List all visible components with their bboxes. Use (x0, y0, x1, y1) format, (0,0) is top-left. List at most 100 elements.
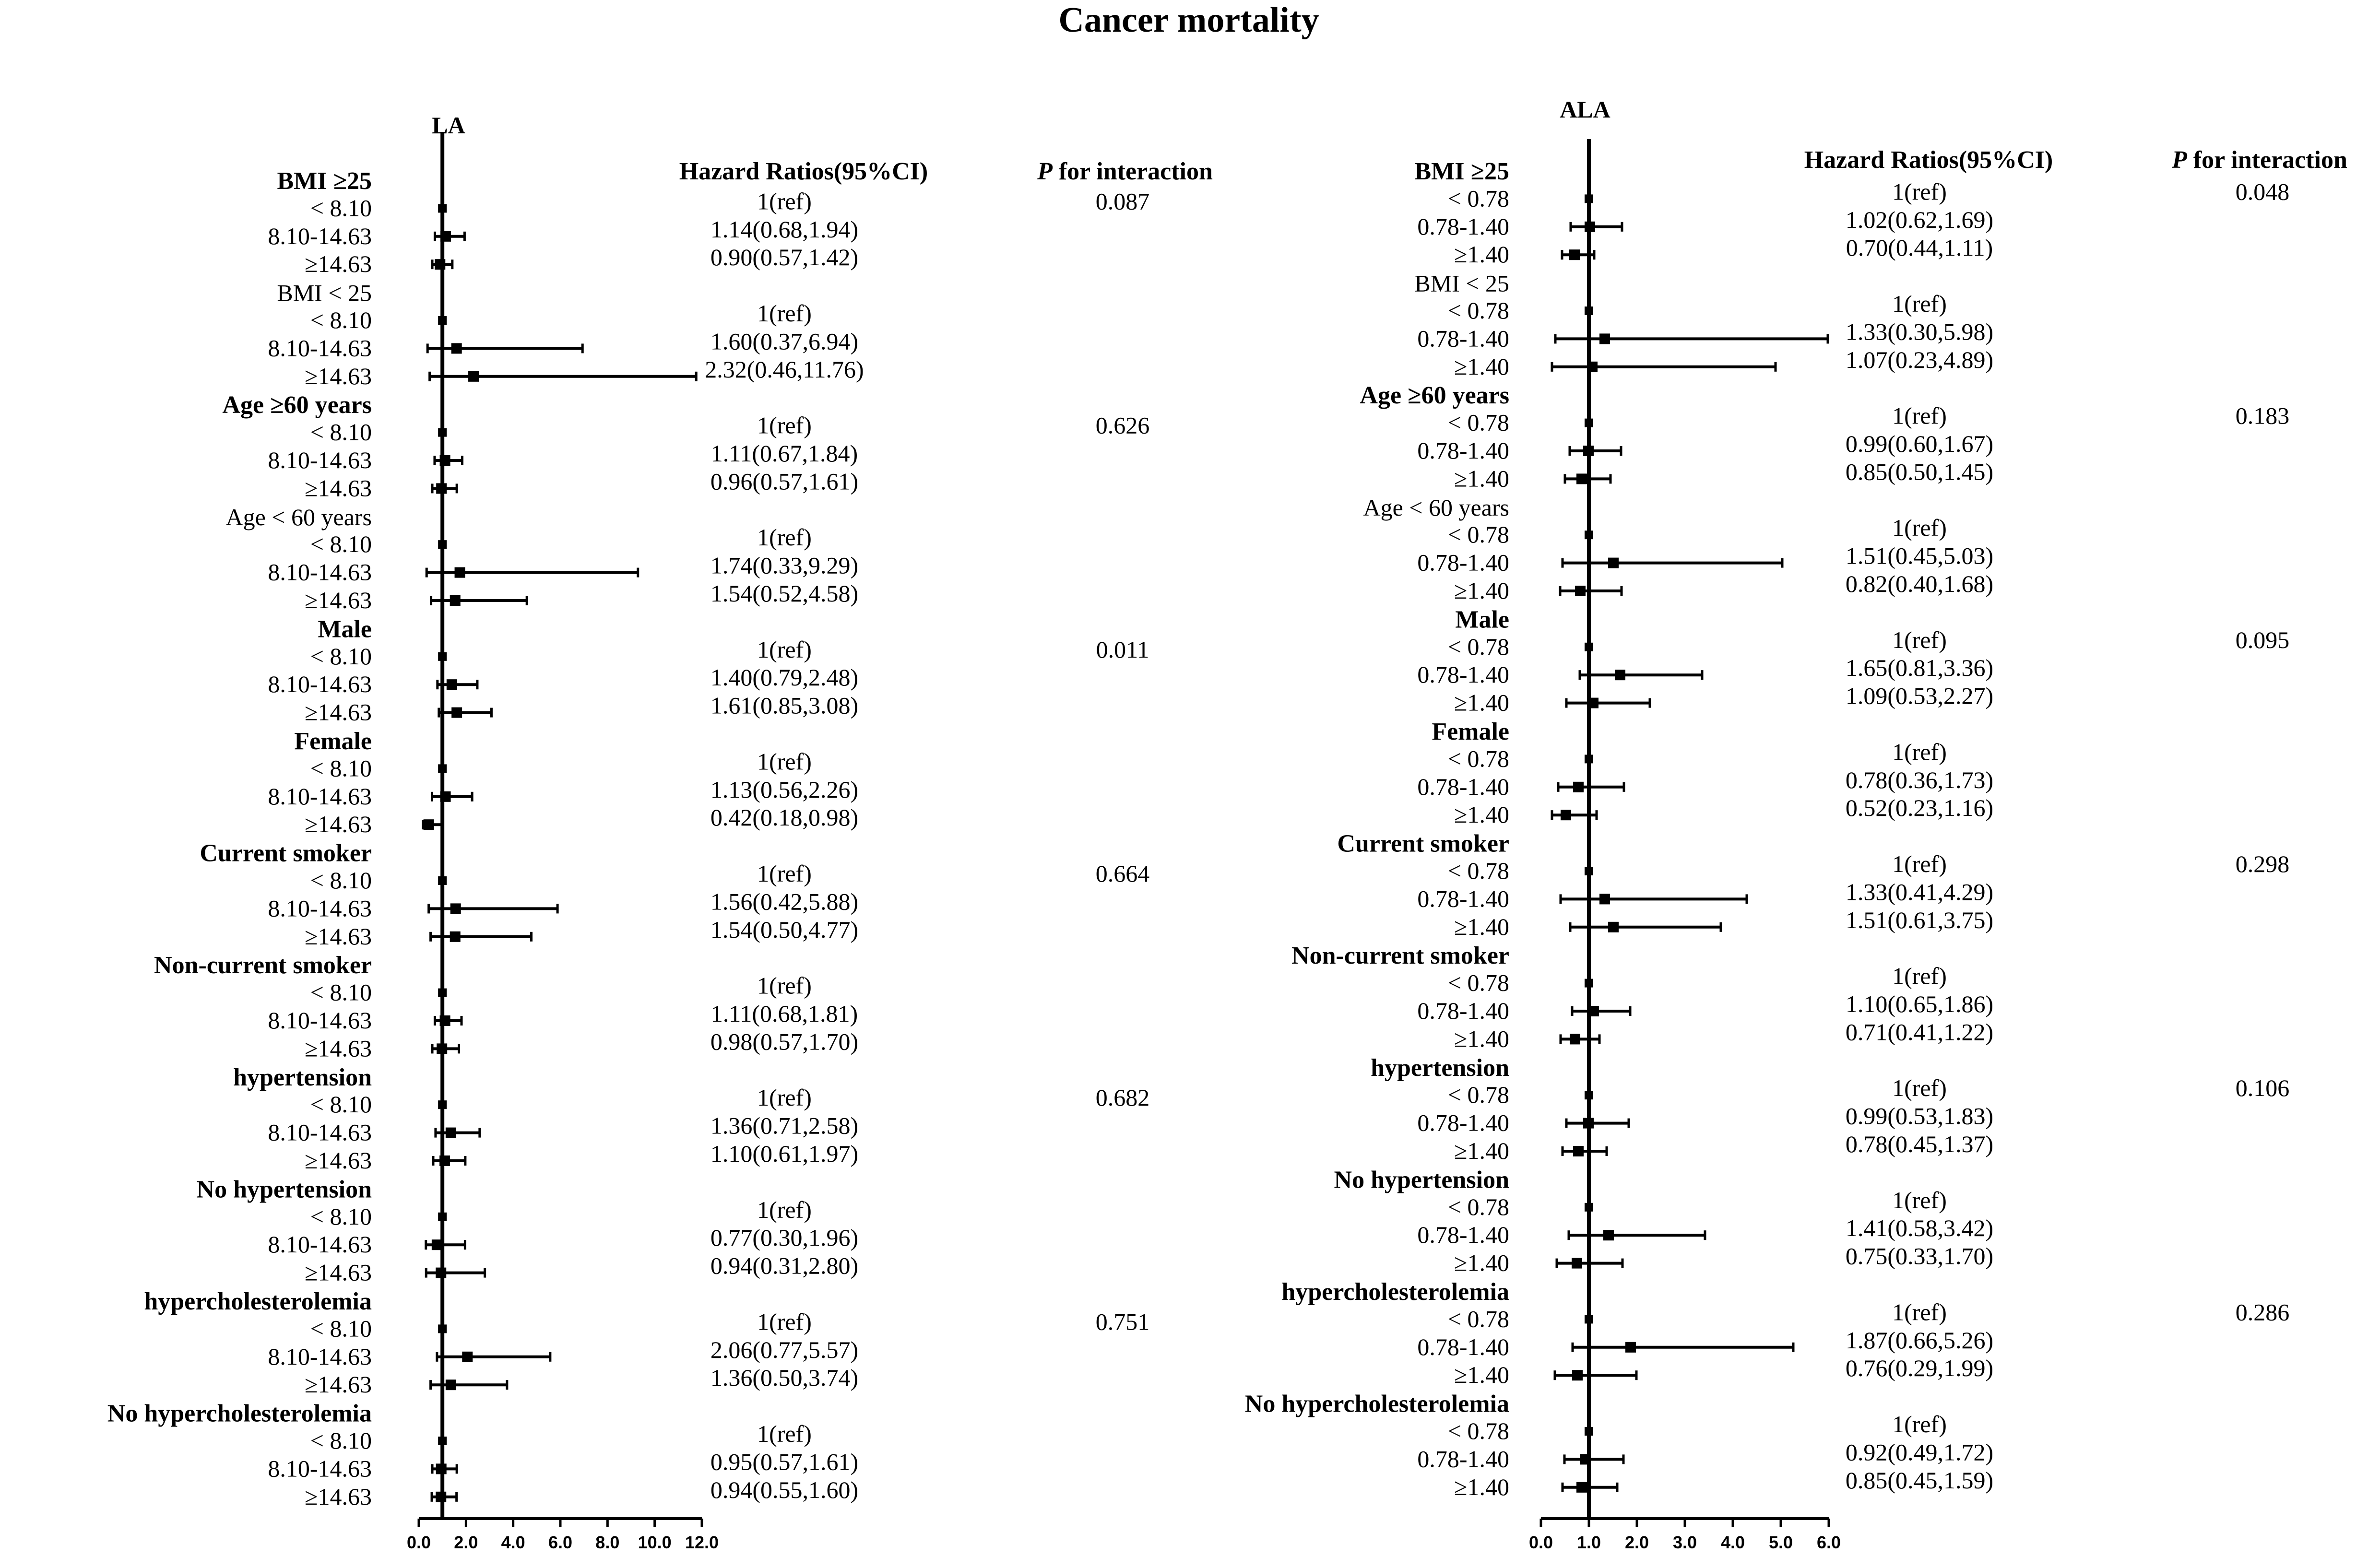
group-label: BMI ≥25 (277, 167, 372, 195)
group-label: hypertension (233, 1064, 372, 1091)
hr-point (1585, 979, 1593, 988)
hr-point (1608, 921, 1619, 932)
hr-value: 1.36(0.71,2.58) (710, 1112, 858, 1139)
hr-value: 0.77(0.30,1.96) (710, 1224, 858, 1251)
x-tick-label: 0.0 (407, 1533, 431, 1552)
hr-point (1588, 697, 1599, 708)
level-label: 8.10-14.63 (268, 223, 372, 249)
hr-point (438, 316, 447, 325)
x-tick-label: 2.0 (454, 1533, 478, 1552)
level-label: < 0.78 (1448, 409, 1509, 436)
level-label: 8.10-14.63 (268, 447, 372, 473)
hr-point (1585, 642, 1593, 651)
hr-point (450, 931, 461, 942)
hr-value: 1.07(0.23,4.89) (1846, 346, 1993, 373)
level-label: 8.10-14.63 (268, 1119, 372, 1146)
level-label: < 8.10 (310, 419, 372, 446)
level-label: ≥14.63 (305, 1147, 372, 1174)
level-label: ≥14.63 (305, 811, 372, 837)
level-label: 0.78-1.40 (1417, 773, 1509, 800)
hr-point (1583, 1118, 1594, 1129)
hr-value: 1.61(0.85,3.08) (710, 692, 858, 719)
hr-value: 1.10(0.61,1.97) (710, 1140, 858, 1167)
group-label: No hypercholesterolemia (107, 1400, 372, 1427)
x-tick-label: 6.0 (1817, 1533, 1841, 1552)
hr-value: 1(ref) (757, 636, 812, 663)
group-label: No hypercholesterolemia (1245, 1391, 1509, 1418)
panel-title-ala: ALA (1560, 96, 1610, 123)
hr-point (1588, 1006, 1599, 1016)
hr-value: 0.70(0.44,1.11) (1846, 234, 1993, 261)
level-label: 8.10-14.63 (268, 783, 372, 810)
hr-value: 0.78(0.45,1.37) (1846, 1131, 1993, 1157)
level-label: ≥14.63 (305, 699, 372, 726)
hr-value: 0.92(0.49,1.72) (1846, 1438, 1993, 1465)
column-header-p: P for interaction (1037, 158, 1213, 185)
x-tick-label: 4.0 (1721, 1533, 1745, 1552)
hr-value: 0.78(0.36,1.73) (1846, 766, 1993, 793)
hr-point (1599, 894, 1610, 905)
level-label: ≥1.40 (1454, 577, 1509, 604)
hr-value: 0.71(0.41,1.22) (1846, 1018, 1993, 1045)
p-interaction-value: 0.106 (2236, 1074, 2290, 1101)
group-label: BMI < 25 (1414, 270, 1509, 297)
level-label: ≥14.63 (305, 923, 372, 950)
hr-point (436, 1463, 447, 1474)
group-label: Female (1432, 718, 1509, 745)
hr-point (1561, 810, 1571, 821)
hr-point (438, 1100, 447, 1109)
hr-point (1599, 333, 1610, 344)
chart-title: Cancer mortality (1058, 0, 1319, 40)
level-label: ≥14.63 (305, 363, 372, 389)
hr-value: 1.56(0.42,5.88) (710, 888, 858, 915)
hr-point (1625, 1342, 1636, 1353)
hr-value: 1.65(0.81,3.36) (1846, 654, 1993, 681)
hr-point (1603, 1230, 1614, 1241)
group-label: Age < 60 years (1363, 494, 1510, 521)
hr-value: 1(ref) (757, 188, 812, 214)
hr-value: 1.87(0.66,5.26) (1846, 1327, 1993, 1354)
hr-value: 1.54(0.50,4.77) (710, 916, 858, 943)
hr-point (438, 652, 447, 661)
hr-point (431, 1239, 442, 1250)
level-label: 8.10-14.63 (268, 334, 372, 361)
level-label: ≥14.63 (305, 1483, 372, 1510)
hr-value: 1.51(0.61,3.75) (1846, 907, 1993, 933)
level-label: 8.10-14.63 (268, 1231, 372, 1258)
hr-point (445, 1127, 456, 1138)
hr-value: 1(ref) (757, 1196, 812, 1223)
p-interaction-value: 0.751 (1096, 1308, 1150, 1335)
column-header-hr: Hazard Ratios(95%CI) (679, 158, 928, 185)
hr-point (1570, 1034, 1580, 1045)
level-label: ≥1.40 (1454, 241, 1509, 268)
hr-point (445, 1379, 456, 1391)
hr-value: 1.36(0.50,3.74) (710, 1364, 858, 1391)
hr-value: 1.41(0.58,3.42) (1846, 1214, 1993, 1241)
level-label: < 0.78 (1448, 1193, 1509, 1220)
hr-point (451, 707, 462, 718)
group-label: Male (1455, 606, 1509, 633)
level-label: 8.10-14.63 (268, 895, 372, 921)
hr-value: 1(ref) (1892, 290, 1947, 317)
level-label: ≥14.63 (305, 1259, 372, 1286)
hr-value: 1(ref) (1892, 514, 1947, 541)
group-label: BMI < 25 (277, 280, 372, 307)
hr-value: 0.85(0.50,1.45) (1846, 458, 1993, 485)
hr-value: 0.99(0.53,1.83) (1846, 1103, 1993, 1130)
level-label: 0.78-1.40 (1417, 549, 1509, 576)
hr-point (1569, 249, 1580, 260)
x-tick-label: 4.0 (501, 1533, 525, 1552)
level-label: < 8.10 (310, 194, 372, 221)
hr-value: 1(ref) (757, 1420, 812, 1447)
p-interaction-value: 0.011 (1096, 636, 1149, 663)
panel-la: LA Hazard Ratios(95%CI) P for interaction 0… (107, 112, 1213, 1552)
level-label: 0.78-1.40 (1417, 437, 1509, 464)
level-label: < 8.10 (310, 755, 372, 781)
hr-point (451, 343, 462, 354)
level-label: < 0.78 (1448, 745, 1509, 772)
group-label: No hypertension (1334, 1166, 1510, 1193)
level-label: < 8.10 (310, 979, 372, 1006)
hr-point (439, 455, 450, 466)
hr-point (1585, 1091, 1593, 1100)
